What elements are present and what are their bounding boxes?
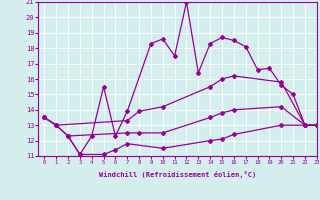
X-axis label: Windchill (Refroidissement éolien,°C): Windchill (Refroidissement éolien,°C) xyxy=(99,171,256,178)
